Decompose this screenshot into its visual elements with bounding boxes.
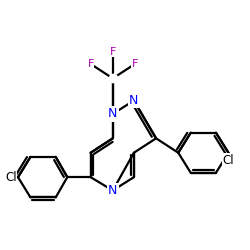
- Text: N: N: [108, 184, 118, 197]
- Text: F: F: [110, 47, 116, 57]
- Text: N: N: [129, 94, 138, 107]
- Text: Cl: Cl: [223, 154, 234, 167]
- Text: F: F: [132, 59, 138, 69]
- Text: Cl: Cl: [5, 171, 17, 184]
- Text: F: F: [88, 59, 94, 69]
- Text: N: N: [108, 108, 118, 120]
